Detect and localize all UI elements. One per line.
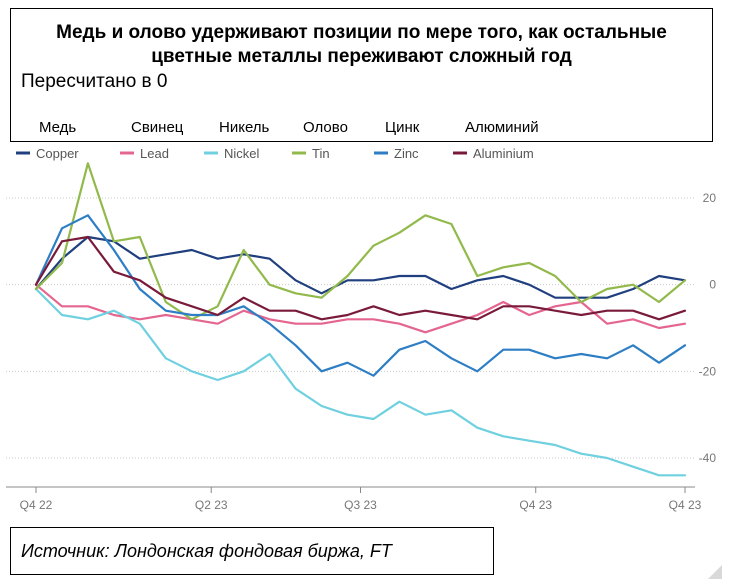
- chart-title-line2: цветные металлы переживают сложный год: [151, 46, 572, 67]
- source-box: Источник: Лондонская фондовая биржа, FT: [10, 527, 494, 575]
- x-tick-label: Q4 23: [519, 498, 552, 512]
- ru-legend-tin: Олово: [303, 119, 348, 136]
- series-line-tin: [34, 162, 687, 321]
- resize-grip-icon: [708, 565, 722, 579]
- legend-label-aluminium: Aluminium: [473, 146, 534, 161]
- series-line-aluminium: [34, 235, 687, 321]
- legend-label-copper: Copper: [36, 146, 79, 161]
- ru-legend-zinc: Цинк: [385, 119, 420, 136]
- series-line-nickel: [34, 287, 687, 477]
- legend-label-nickel: Nickel: [224, 146, 260, 161]
- legend-label-lead: Lead: [140, 146, 169, 161]
- series-line-zinc: [34, 214, 687, 377]
- source-text: Источник: Лондонская фондовая биржа, FT: [21, 541, 392, 561]
- title-box: Медь и олово удерживают позиции по мере …: [10, 8, 713, 142]
- chart-title: Медь и олово удерживают позиции по мере …: [11, 21, 712, 69]
- legend-label-zinc: Zinc: [394, 146, 419, 161]
- x-tick-label: Q2 23: [195, 498, 228, 512]
- x-tick-label: Q4 22: [20, 498, 53, 512]
- chart-svg: 20 0 -20 -40 Q4 22 Q2 23 Q3 23 Q4 23 Q4 23 Copper…: [6, 146, 717, 512]
- x-tick-label: Q3 23: [344, 498, 377, 512]
- ru-legend-copper: Медь: [39, 119, 77, 136]
- y-tick-label: -40: [699, 451, 717, 465]
- legend-label-tin: Tin: [312, 146, 330, 161]
- chart-title-line1: Медь и олово удерживают позиции по мере …: [56, 22, 667, 43]
- x-tick-label: Q4 23: [669, 498, 702, 512]
- line-chart: 20 0 -20 -40 Q4 22 Q2 23 Q3 23 Q4 23 Q4 23 Copper…: [0, 142, 730, 522]
- series-line-copper: [34, 235, 687, 299]
- ru-legend-aluminium: Алюминий: [465, 119, 539, 136]
- ru-legend-nickel: Никель: [219, 119, 270, 136]
- y-tick-label: -20: [699, 364, 717, 378]
- y-tick-label: 0: [709, 278, 716, 292]
- chart-subtitle: Пересчитано в 0: [21, 71, 168, 92]
- y-tick-label: 20: [703, 191, 717, 205]
- ru-legend-lead: Свинец: [131, 119, 184, 136]
- series-line-lead: [34, 283, 687, 334]
